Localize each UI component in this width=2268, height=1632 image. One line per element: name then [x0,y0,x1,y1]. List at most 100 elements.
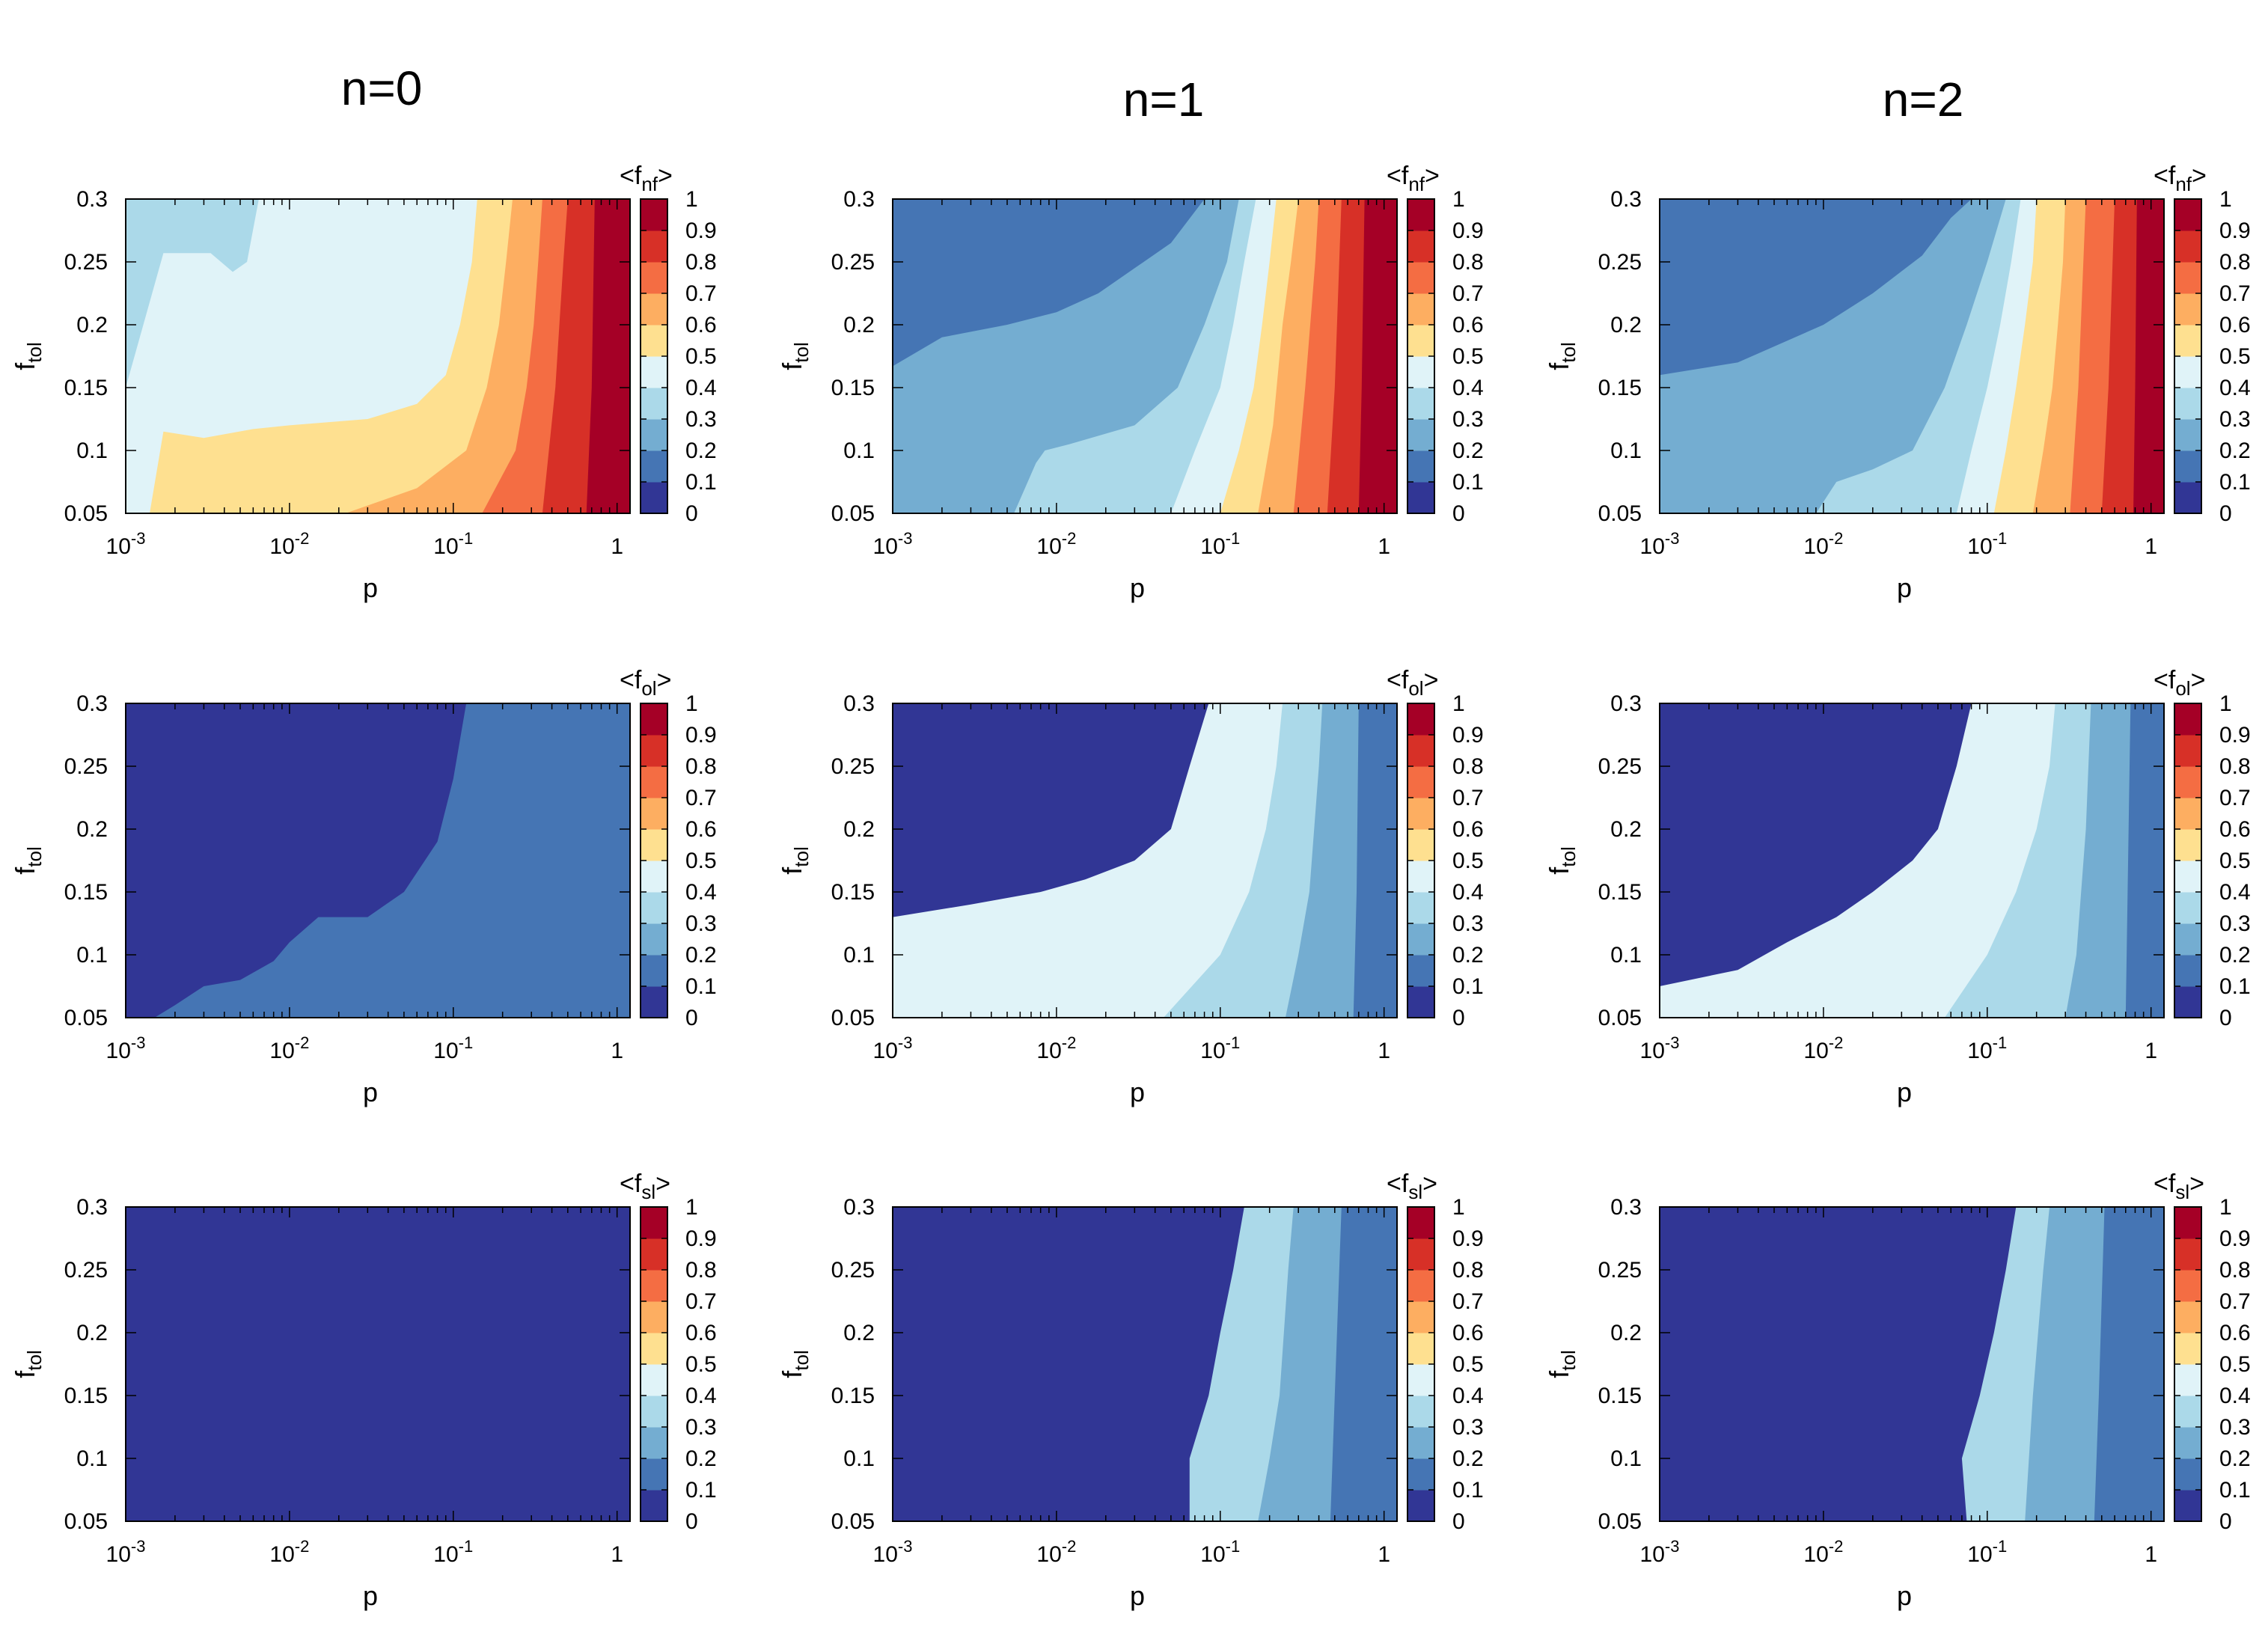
y-tick-label: 0.2 [1610,1321,1642,1345]
colorbar-swatch [641,450,667,483]
y-tick-label: 0.2 [76,1321,108,1345]
colorbar-swatch [2174,293,2201,326]
y-axis-label: ftol [777,846,813,874]
y-tick-label: 0.2 [843,1321,875,1345]
colorbar-tick-label: 0.5 [685,1352,717,1377]
y-tick-label: 0.1 [843,943,875,968]
colorbar-tick-label: 0.8 [685,754,717,779]
x-tick-label: 10-1 [1200,529,1240,559]
y-tick-label: 0.3 [1610,187,1642,212]
colorbar-swatch [1407,1238,1434,1271]
heatmap-panel: 10-3 10-2 10-1 1 0.05 0.1 0.15 0.2 0.25 0.3 p ftol 0… [10,162,717,603]
colorbar-tick-label: 0.3 [2219,1415,2251,1440]
plot-frame [892,198,1398,514]
y-axis-label: ftol [10,1350,46,1378]
colorbar-tick-label: 0.8 [1452,250,1484,275]
y-tick-label: 0.15 [1598,376,1642,400]
colorbar-tick-label: 0.6 [685,313,717,337]
y-tick-label: 0.2 [1610,313,1642,337]
colorbar-swatch [2174,388,2201,420]
colorbar-swatch [641,955,667,987]
colorbar-tick-label: 0.1 [2219,974,2251,999]
colorbar-swatch [1407,450,1434,483]
colorbar-swatch [2174,419,2201,451]
colorbar-swatch [2174,356,2201,388]
colorbar-swatch [641,293,667,326]
y-tick-label: 0.15 [831,376,875,400]
colorbar-tick-label: 0.3 [2219,911,2251,936]
colorbar-swatch [2174,1396,2201,1428]
colorbar-tick-label: 0.7 [1452,1289,1484,1314]
colorbar-swatch [1407,1458,1434,1491]
y-axis-label: ftol [1544,846,1580,874]
x-tick-label: 10-3 [106,529,146,559]
colorbar-swatch [2174,1458,2201,1491]
y-tick-label: 0.1 [843,438,875,463]
colorbar-swatch [1407,1427,1434,1459]
x-tick-label: 10-3 [873,529,913,559]
colorbar-swatch [1407,766,1434,798]
colorbar-tick-label: 0.7 [685,786,717,810]
colorbar-tick-label: 0.8 [2219,1258,2251,1283]
colorbar-swatch [1407,1301,1434,1333]
colorbar-tick-label: 0.4 [1452,1384,1484,1408]
colorbar-tick-label: 0.8 [685,250,717,275]
colorbar-tick-label: 1 [685,1195,698,1220]
colorbar-tick-label: 0.7 [685,1289,717,1314]
y-tick-label: 0.2 [843,817,875,842]
colorbar-swatch [1407,892,1434,924]
colorbar-label: <fol> [1387,666,1438,700]
y-tick-label: 0.1 [76,943,108,968]
colorbar-swatch [2174,955,2201,987]
y-tick-label: 0.25 [64,1258,108,1283]
x-tick-label: 10-2 [1036,529,1076,559]
colorbar-swatch [641,230,667,263]
colorbar-swatch [2174,1427,2201,1459]
colorbar-swatch [2174,199,2201,231]
heatmap-region [1358,199,1397,513]
heatmap-panel: 10-3 10-2 10-1 1 0.05 0.1 0.15 0.2 0.25 0.3 p ftol 0… [1544,666,2251,1107]
heatmap-panel: 10-3 10-2 10-1 1 0.05 0.1 0.15 0.2 0.25 0.3 p ftol 0… [777,666,1484,1107]
y-axis-label: ftol [777,1350,813,1378]
colorbar-swatch [2174,1238,2201,1271]
colorbar-swatch [641,1207,667,1239]
colorbar-tick-label: 0.1 [685,470,717,495]
colorbar-swatch [641,419,667,451]
heatmap-region [1353,703,1397,1018]
colorbar-tick-label: 0.5 [685,849,717,873]
colorbar-tick-label: 0.8 [2219,754,2251,779]
colorbar-tick-label: 0.1 [2219,1478,2251,1503]
x-axis-label: p [1897,572,1912,603]
colorbar-swatch [1407,735,1434,767]
colorbar-swatch [2174,325,2201,357]
colorbar-tick-label: 0.1 [685,1478,717,1503]
y-tick-label: 0.2 [76,313,108,337]
colorbar-tick-label: 0.6 [1452,313,1484,337]
colorbar-tick-label: 0.3 [2219,407,2251,432]
colorbar-tick-label: 0.2 [2219,438,2251,463]
colorbar-swatch [2174,450,2201,483]
colorbar-tick-label: 0.2 [685,943,717,968]
colorbar-swatch [641,356,667,388]
y-tick-label: 0.25 [1598,250,1642,275]
colorbar-swatch [2174,766,2201,798]
colorbar-swatch [2174,986,2201,1018]
colorbar-tick-label: 0.3 [1452,1415,1484,1440]
x-axis-label: p [1897,1077,1912,1107]
colorbar-swatch [2174,1301,2201,1333]
heatmap-panel: 10-3 10-2 10-1 1 0.05 0.1 0.15 0.2 0.25 0.3 p ftol 0… [10,1170,717,1611]
colorbar-swatch [2174,1207,2201,1239]
y-axis-label: ftol [1544,342,1580,370]
x-tick-label: 1 [1378,1542,1390,1567]
colorbar-tick-label: 0.6 [2219,313,2251,337]
x-tick-label: 10-2 [1803,1033,1843,1063]
colorbar-swatch [1407,1364,1434,1396]
x-tick-label: 10-1 [1967,529,2007,559]
x-tick-label: 10-1 [433,529,473,559]
y-tick-label: 0.3 [1610,691,1642,716]
colorbar-tick-label: 1 [2219,691,2232,716]
y-tick-label: 0.25 [64,754,108,779]
colorbar-label: <fol> [620,666,671,700]
column-title: n=1 [1123,73,1205,126]
